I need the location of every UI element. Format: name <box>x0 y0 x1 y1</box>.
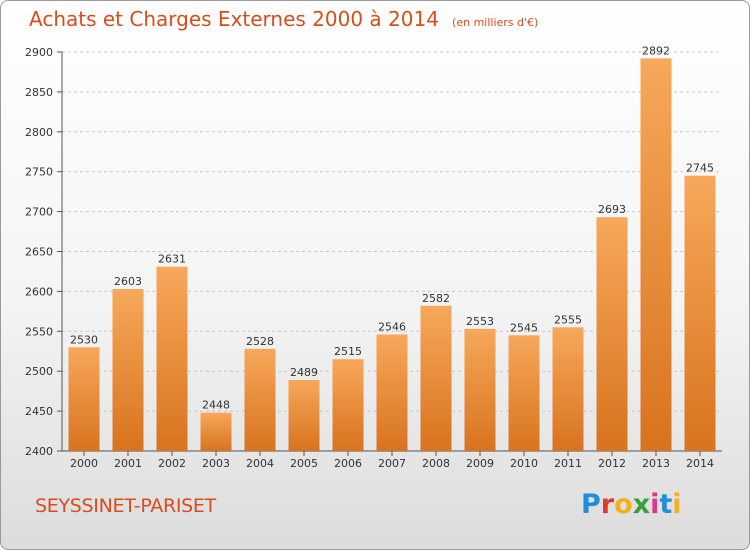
bar-value-label: 2528 <box>246 335 274 348</box>
y-tick-label: 2550 <box>25 325 53 338</box>
logo-letter: P <box>581 489 601 520</box>
x-tick-label: 2008 <box>422 457 450 470</box>
x-tick-label: 2010 <box>510 457 538 470</box>
x-tick-labels: 2000 2001 2002 2003 2004 2005 2006 2007 2008 2009… <box>70 451 714 470</box>
bar <box>552 327 584 451</box>
y-tick-label: 2400 <box>25 445 53 458</box>
x-tick-label: 2012 <box>598 457 626 470</box>
bar-value-label: 2745 <box>686 162 714 175</box>
bar <box>596 217 628 451</box>
bar-value-label: 2553 <box>466 315 494 328</box>
y-tick-label: 2750 <box>25 166 53 179</box>
bar <box>508 335 540 451</box>
y-tick-label: 2900 <box>25 46 53 59</box>
bar-value-labels: 2530 2603 2631 2448 2528 2489 2515 2546 2582 2553… <box>70 44 714 411</box>
bar <box>640 58 672 451</box>
bar-value-label: 2546 <box>378 320 406 333</box>
bar <box>420 305 452 451</box>
bar <box>684 175 716 451</box>
bar <box>200 412 232 451</box>
x-tick-label: 2004 <box>246 457 274 470</box>
bar <box>464 328 496 451</box>
y-tick-label: 2650 <box>25 246 53 259</box>
logo-letter: r <box>600 489 615 520</box>
logo-letter: x <box>632 489 651 520</box>
bar-value-label: 2892 <box>642 44 670 57</box>
chart-subtitle: (en milliers d'€) <box>452 16 539 29</box>
x-tick-label: 2000 <box>70 457 98 470</box>
bar-value-label: 2545 <box>510 321 538 334</box>
y-tick-label: 2700 <box>25 206 53 219</box>
chart-title: Achats et Charges Externes 2000 à 2014 <box>29 7 439 31</box>
bar-value-label: 2603 <box>114 275 142 288</box>
logo-letter: o <box>614 489 633 520</box>
bar-value-label: 2631 <box>158 253 186 266</box>
bar <box>68 347 100 451</box>
x-tick-label: 2003 <box>202 457 230 470</box>
logo-letter: i <box>650 489 660 520</box>
y-tick-label: 2500 <box>25 365 53 378</box>
x-tick-label: 2001 <box>114 457 142 470</box>
logo-letter: i <box>672 489 682 520</box>
y-tick-label: 2450 <box>25 405 53 418</box>
bar <box>332 359 364 451</box>
x-tick-label: 2014 <box>686 457 714 470</box>
y-tick-label: 2600 <box>25 285 53 298</box>
x-tick-label: 2011 <box>554 457 582 470</box>
proxiti-logo: Proxiti <box>581 489 682 520</box>
x-tick-label: 2002 <box>158 457 186 470</box>
bar-value-label: 2515 <box>334 345 362 358</box>
y-tick-labels: 2400 2450 2500 2550 2600 2650 2700 2750 2800 2850… <box>25 46 53 458</box>
bar <box>156 266 188 451</box>
bar <box>288 379 320 451</box>
x-tick-label: 2007 <box>378 457 406 470</box>
x-tick-label: 2009 <box>466 457 494 470</box>
x-tick-label: 2013 <box>642 457 670 470</box>
bar-value-label: 2448 <box>202 399 230 412</box>
bar <box>244 348 276 451</box>
bar-value-label: 2693 <box>598 203 626 216</box>
bar-value-label: 2582 <box>422 292 450 305</box>
title-row: Achats et Charges Externes 2000 à 2014 (… <box>29 7 538 31</box>
y-tick-label: 2800 <box>25 126 53 139</box>
bar-value-label: 2489 <box>290 366 318 379</box>
bar <box>376 334 408 451</box>
bars <box>68 58 716 451</box>
x-tick-label: 2006 <box>334 457 362 470</box>
bar <box>112 289 144 451</box>
y-tick-label: 2850 <box>25 86 53 99</box>
x-tick-label: 2005 <box>290 457 318 470</box>
logo-letter: t <box>659 489 673 520</box>
commune-name: SEYSSINET-PARISET <box>35 495 216 517</box>
bar-value-label: 2530 <box>70 333 98 346</box>
bar-value-label: 2555 <box>554 313 582 326</box>
